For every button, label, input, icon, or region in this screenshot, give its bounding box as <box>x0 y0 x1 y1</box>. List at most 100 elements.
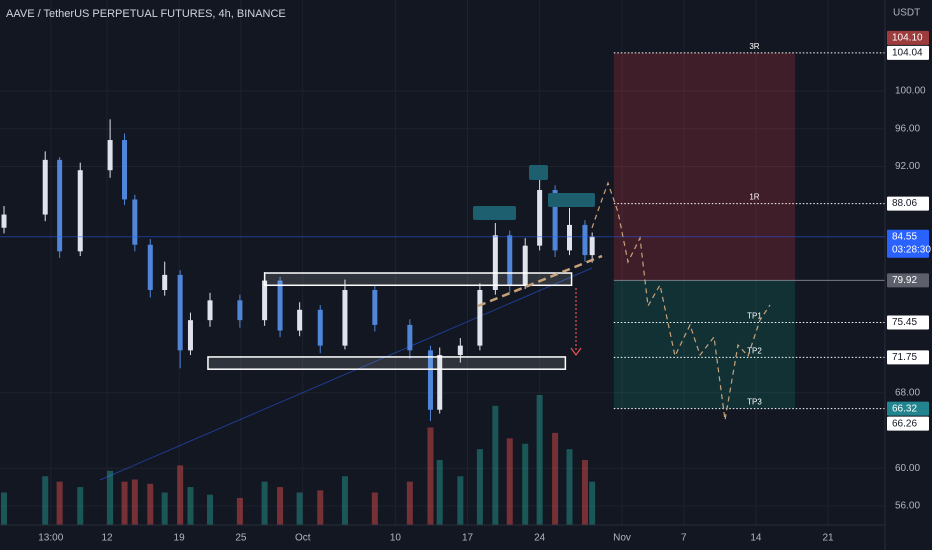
volume-bar <box>236 497 243 525</box>
volume-bar <box>341 476 348 525</box>
x-tick-label: 19 <box>174 533 186 544</box>
price-label-bg <box>887 45 929 60</box>
volume-bar <box>506 438 513 525</box>
candle-body <box>589 236 595 256</box>
x-tick-label: 24 <box>534 533 546 544</box>
support-zone <box>263 272 573 287</box>
countdown: 03:28:30 <box>892 244 931 255</box>
candle-body <box>262 280 268 321</box>
price-label-bg <box>887 229 929 258</box>
level-label: TP1 <box>747 312 762 321</box>
y-tick-label: 96.00 <box>895 123 920 134</box>
candle-body <box>132 199 138 245</box>
price-label: 104.10 <box>892 33 923 44</box>
candle-body <box>427 350 433 410</box>
drop-arrow-head <box>570 347 582 357</box>
pattern-marker <box>548 193 595 207</box>
volume-bar <box>457 476 464 525</box>
volume-bar <box>121 481 128 525</box>
price-label-bg <box>887 30 929 45</box>
price-label: 84.55 <box>892 231 917 242</box>
pattern-marker <box>473 206 516 220</box>
volume <box>1 395 596 525</box>
candle-body <box>342 289 348 346</box>
candle-body <box>317 309 323 346</box>
volume-bar <box>161 492 168 525</box>
candle-body <box>492 235 498 290</box>
volume-bar <box>317 490 324 525</box>
chart-title: AAVE / TetherUS PERPETUAL FUTURES, 4h, B… <box>6 8 286 20</box>
price-label-bg <box>887 416 929 431</box>
candle-body <box>57 159 63 252</box>
position-tool: 3R 1R TP1 TP2 TP3 <box>613 42 885 410</box>
x-tick-label: 14 <box>750 533 762 544</box>
y-tick-label: 92.00 <box>895 161 920 172</box>
price-label: 66.32 <box>892 403 917 414</box>
candle-body <box>177 274 183 351</box>
candle-body <box>537 190 543 246</box>
volume-bar <box>42 476 49 525</box>
x-tick-label: 25 <box>235 533 247 544</box>
price-axis: 100.00 96.00 92.00 68.00 60.00 56.00 104.04 104… <box>887 30 931 512</box>
volume-bar <box>296 492 303 525</box>
volume-bar <box>261 481 268 525</box>
x-tick-label: 7 <box>681 533 687 544</box>
price-label: 88.06 <box>892 198 917 209</box>
candle-body <box>107 140 113 171</box>
x-tick-label: Nov <box>613 533 631 544</box>
volume-bar <box>371 492 378 525</box>
price-label: 79.92 <box>892 275 917 286</box>
price-label-bg <box>887 315 929 330</box>
candle-body <box>187 320 193 351</box>
pattern-marker <box>529 165 548 180</box>
y-tick-label: 60.00 <box>895 463 920 474</box>
target-zone <box>613 280 796 409</box>
candle-body <box>477 289 483 346</box>
volume-bar <box>1 492 8 525</box>
candle-body <box>277 280 283 331</box>
volume-bar <box>107 470 114 525</box>
volume-bar <box>207 494 214 525</box>
price-label-bg <box>887 196 929 211</box>
x-tick-label: 10 <box>390 533 402 544</box>
level-label: TP3 <box>747 398 762 407</box>
x-tick-label: 12 <box>101 533 113 544</box>
candle-body <box>77 170 83 252</box>
volume-bar <box>187 487 194 525</box>
candle-body <box>407 324 413 351</box>
volume-bar <box>581 460 588 525</box>
price-label: 66.26 <box>892 418 917 429</box>
volume-bar <box>77 487 84 525</box>
x-tick-label: 21 <box>822 533 834 544</box>
candle-body <box>147 244 153 290</box>
candle-body <box>42 159 48 215</box>
volume-bar <box>522 443 529 525</box>
rising-support <box>477 254 603 308</box>
volume-bar <box>406 481 413 525</box>
volume-bar <box>177 465 184 525</box>
x-tick-label: Oct <box>295 533 311 544</box>
candle-body <box>567 224 573 251</box>
y-tick-label: 100.00 <box>895 86 926 97</box>
volume-bar <box>277 487 284 525</box>
candle-body <box>582 224 588 256</box>
candles <box>1 119 595 422</box>
candle-body <box>552 190 558 251</box>
candle-body <box>237 300 243 321</box>
price-label-bg <box>887 273 929 288</box>
support-zone <box>207 356 567 370</box>
stop-zone <box>613 52 796 281</box>
candle-body <box>207 300 213 321</box>
y-tick-label: 68.00 <box>895 387 920 398</box>
volume-bar <box>436 460 443 525</box>
candle-body <box>507 235 513 286</box>
price-label: 75.45 <box>892 317 917 328</box>
x-tick-label: 13:00 <box>38 533 63 544</box>
candle-body <box>457 345 463 356</box>
volume-bar <box>536 395 543 525</box>
candle-body <box>1 214 7 228</box>
grid <box>0 0 885 525</box>
volume-bar <box>476 449 483 525</box>
